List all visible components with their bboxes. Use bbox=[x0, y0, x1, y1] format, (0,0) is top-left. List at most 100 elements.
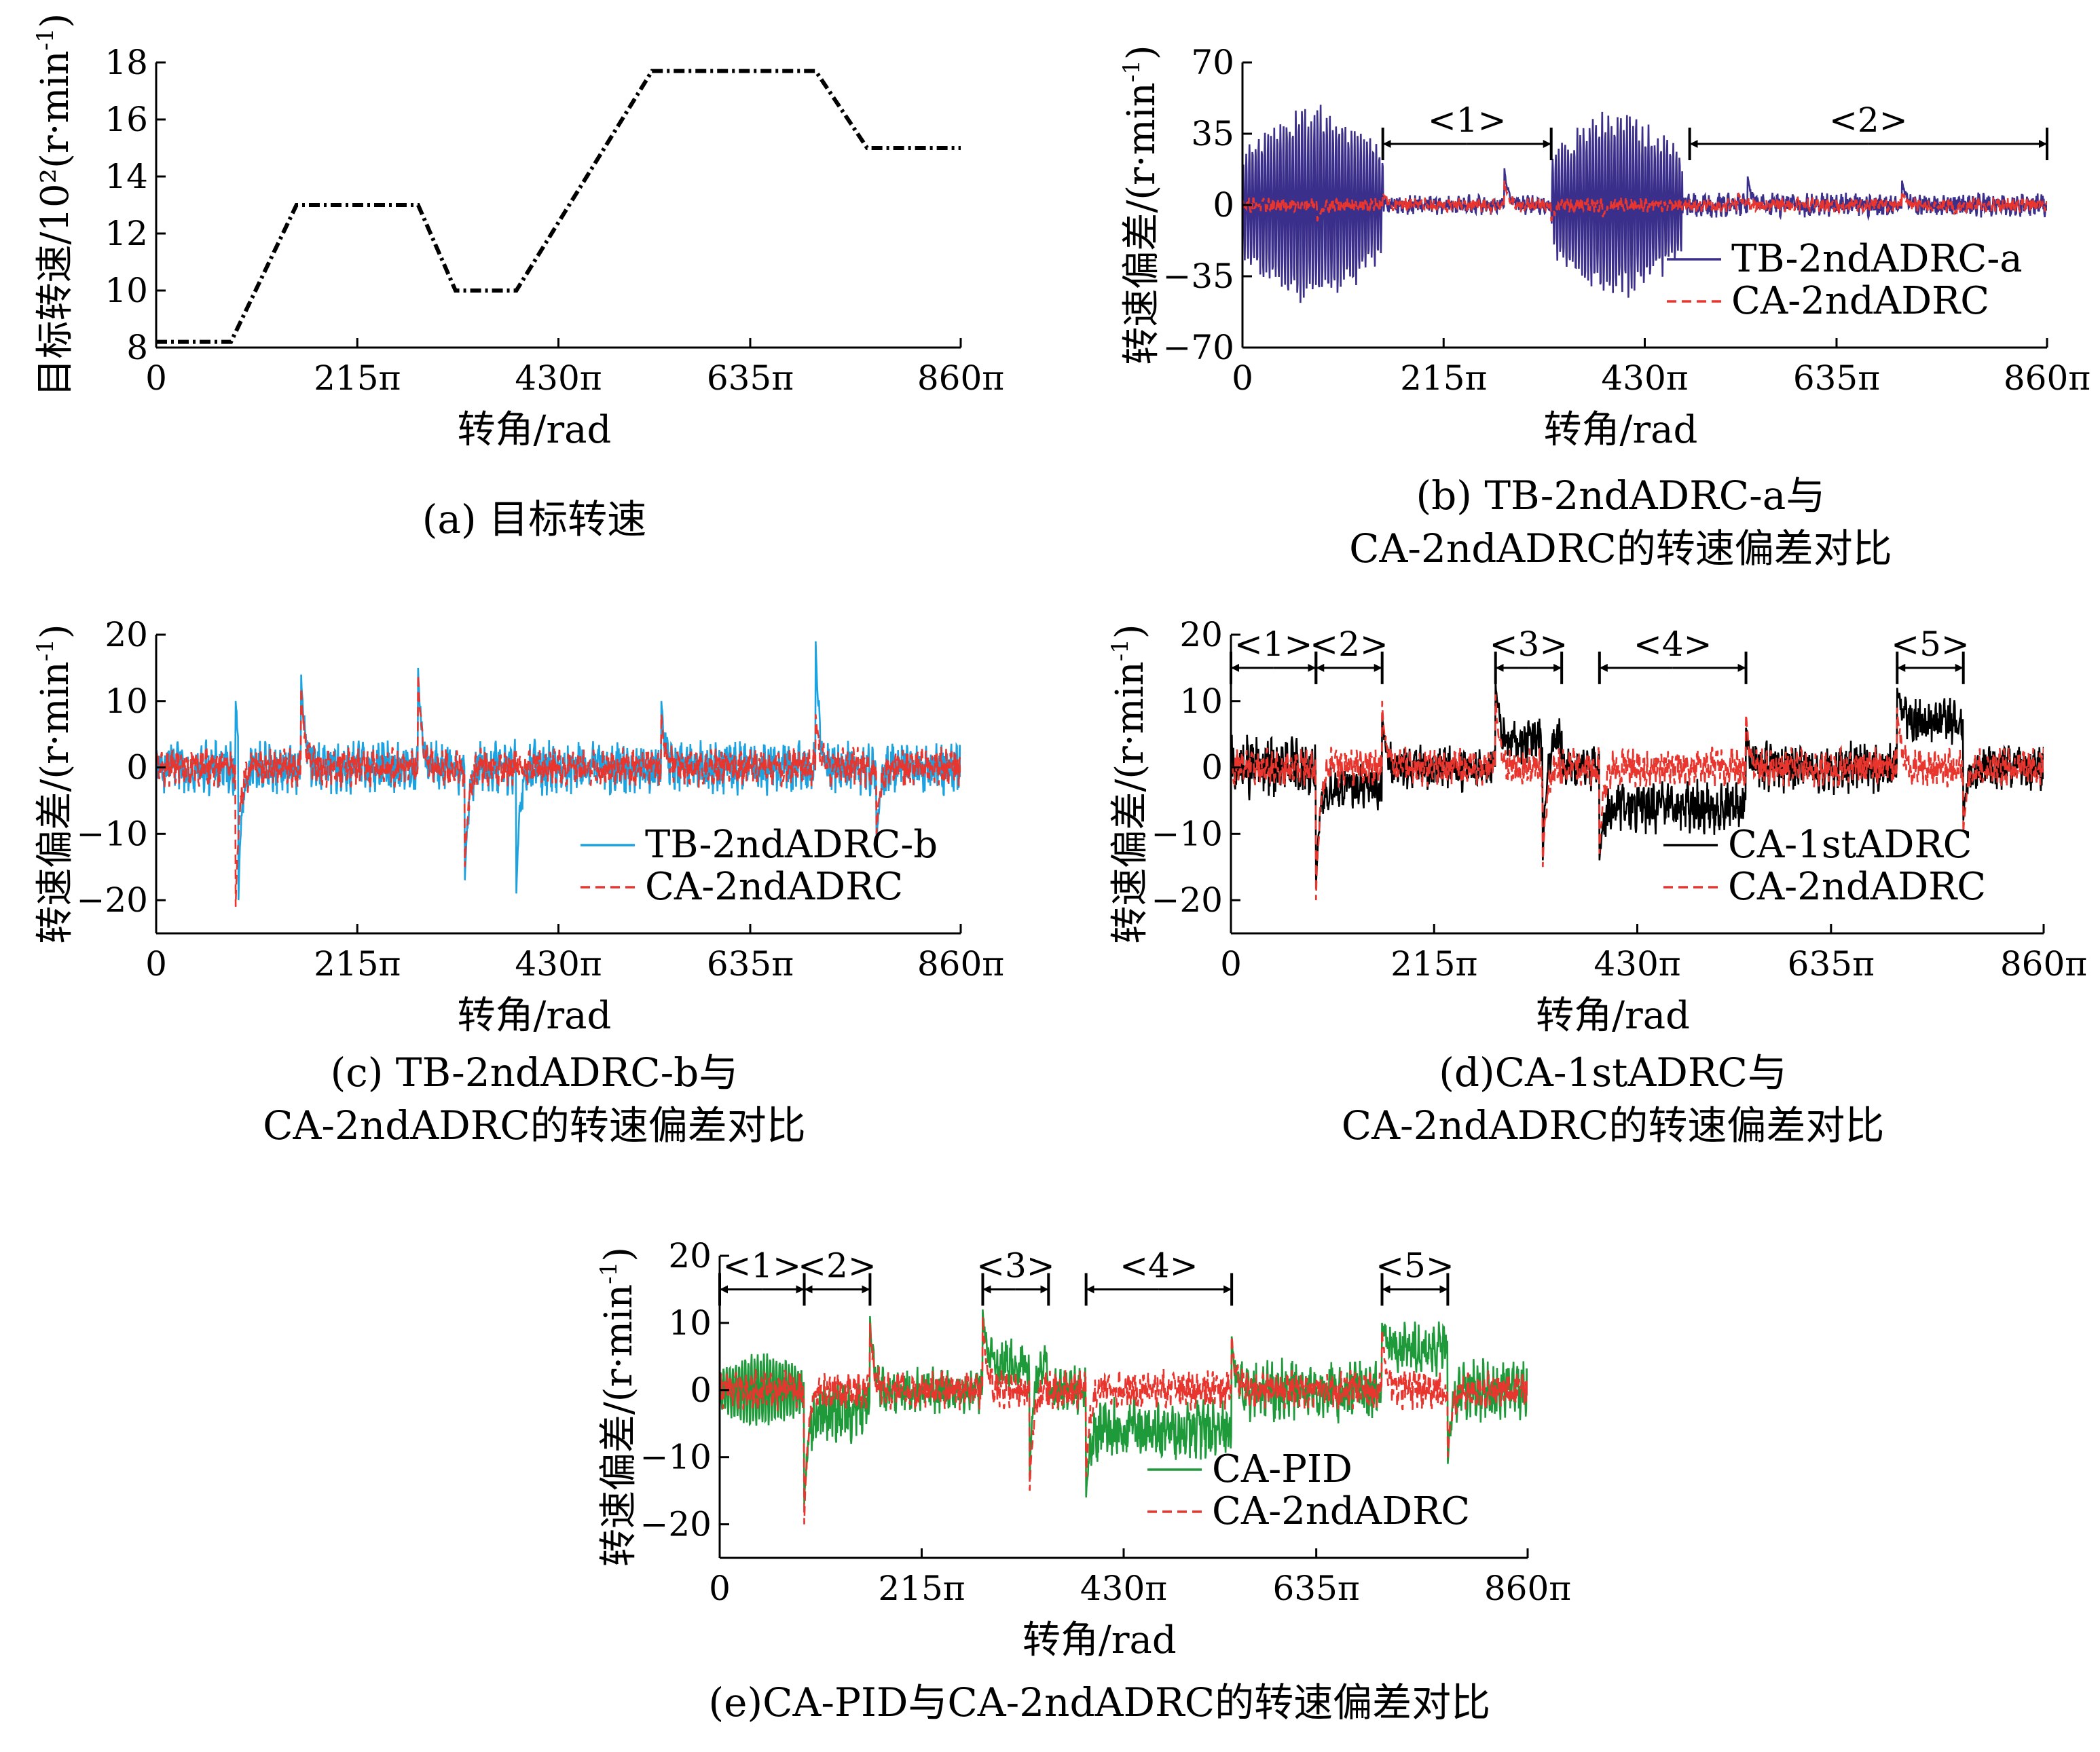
segment-annotation: <2> bbox=[1688, 100, 2048, 160]
x-tick-label: 215π bbox=[1400, 358, 1487, 398]
segment-annotation: <5> bbox=[1376, 1246, 1454, 1306]
segment-label: <4> bbox=[1120, 1246, 1198, 1285]
x-tick-label: 0 bbox=[145, 944, 167, 984]
x-tick-label: 0 bbox=[1220, 944, 1242, 984]
segment-annotation: <3> bbox=[1490, 625, 1568, 684]
x-axis-label: 转角/rad bbox=[458, 994, 612, 1038]
segment-label: <2> bbox=[1829, 100, 1908, 140]
x-tick-label: 635π bbox=[1793, 358, 1880, 398]
segment-label: <3> bbox=[1490, 625, 1568, 664]
segment-annotation: <3> bbox=[976, 1246, 1055, 1306]
panel-caption: (d)CA-1stADRC与 bbox=[1439, 1049, 1787, 1096]
y-tick-label: −20 bbox=[1151, 880, 1223, 920]
segment-label: <4> bbox=[1634, 625, 1712, 664]
x-tick-label: 430π bbox=[1594, 944, 1680, 984]
y-axis-label: 转速偏差/(r·min-1) bbox=[1107, 624, 1152, 944]
y-tick-label: 12 bbox=[105, 214, 148, 253]
series-line-tb-2ndadrc-a bbox=[1242, 105, 2047, 303]
x-tick-label: 0 bbox=[145, 358, 167, 398]
legend-label: CA-2ndADRC bbox=[1731, 279, 1989, 323]
legend-label: CA-2ndADRC bbox=[1728, 865, 1986, 909]
x-tick-label: 215π bbox=[878, 1569, 965, 1608]
segment-label: <3> bbox=[976, 1246, 1055, 1285]
y-tick-label: −10 bbox=[640, 1438, 712, 1477]
segment-annotation: <1> bbox=[718, 1246, 806, 1306]
x-tick-label: 860π bbox=[2000, 944, 2087, 984]
x-tick-label: 430π bbox=[1601, 358, 1688, 398]
y-tick-label: 8 bbox=[126, 328, 148, 367]
y-tick-label: 18 bbox=[105, 43, 148, 82]
x-axis-label: 转角/rad bbox=[1544, 408, 1698, 452]
y-axis-label: 转速偏差/(r·min-1) bbox=[595, 1247, 641, 1567]
y-tick-label: 10 bbox=[105, 682, 148, 721]
x-tick-label: 215π bbox=[1390, 944, 1477, 984]
y-tick-label: −70 bbox=[1162, 328, 1234, 367]
series-line-ca-pid bbox=[720, 1309, 1528, 1504]
segment-annotation: <1> bbox=[1230, 625, 1318, 684]
y-tick-label: −10 bbox=[76, 814, 148, 853]
panel-caption: (a) 目标转速 bbox=[422, 496, 646, 542]
x-tick-label: 860π bbox=[2004, 358, 2090, 398]
panel-caption: (e)CA-PID与CA-2ndADRC的转速偏差对比 bbox=[709, 1679, 1491, 1726]
x-axis-label: 转角/rad bbox=[1536, 994, 1690, 1038]
x-tick-label: 215π bbox=[314, 358, 401, 398]
panel-d: −20 −10 0 10 20 0 215π 430π 635π 860π 转角/rad 转速偏差/(… bbox=[1107, 615, 2087, 1149]
series-line-ca-2ndadrc bbox=[1242, 180, 2047, 222]
x-tick-label: 430π bbox=[515, 944, 602, 984]
y-tick-label: 10 bbox=[105, 271, 148, 310]
legend-label: CA-2ndADRC bbox=[1212, 1489, 1470, 1533]
series-line-ca-2ndadrc bbox=[1231, 694, 2044, 901]
series-line-tb-2ndadrc-b bbox=[156, 641, 961, 901]
x-tick-label: 430π bbox=[515, 358, 602, 398]
y-tick-label: −10 bbox=[1151, 814, 1223, 853]
segment-label: <1> bbox=[722, 1246, 801, 1285]
y-tick-label: 10 bbox=[668, 1303, 712, 1343]
legend-item: TB-2ndADRC-a bbox=[1667, 237, 2023, 281]
x-tick-label: 860π bbox=[917, 358, 1004, 398]
segment-annotation: <1> bbox=[1381, 100, 1553, 160]
y-axis-label: 目标转速/10²(r·min-1) bbox=[32, 13, 77, 396]
panels: 8 10 12 14 16 18 0 215π 430π 635π 860π 转角/rad 目标转速/1… bbox=[32, 13, 2090, 1726]
legend-label: TB-2ndADRC-b bbox=[645, 823, 938, 867]
legend-label: CA-1stADRC bbox=[1728, 823, 1972, 867]
legend-label: CA-2ndADRC bbox=[645, 865, 903, 909]
panel-b: −70 −35 0 35 70 0 215π 430π 635π 860π 转角/rad 转速偏差/(… bbox=[1118, 43, 2090, 572]
panel-caption: CA-2ndADRC的转速偏差对比 bbox=[1349, 525, 1892, 572]
x-tick-label: 635π bbox=[1273, 1569, 1360, 1608]
x-tick-label: 635π bbox=[1788, 944, 1875, 984]
y-tick-label: 35 bbox=[1191, 114, 1234, 153]
x-tick-label: 0 bbox=[1232, 358, 1253, 398]
legend-label: CA-PID bbox=[1212, 1447, 1352, 1491]
y-tick-label: 0 bbox=[690, 1371, 712, 1410]
legend-item: CA-2ndADRC bbox=[1147, 1489, 1470, 1533]
panel-caption: CA-2ndADRC的转速偏差对比 bbox=[263, 1102, 806, 1149]
y-tick-label: 20 bbox=[105, 615, 148, 654]
x-tick-label: 215π bbox=[314, 944, 401, 984]
segment-label: <2> bbox=[798, 1246, 877, 1285]
series-line-ca-2ndadrc bbox=[156, 674, 961, 907]
y-axis-label: 转速偏差/(r·min-1) bbox=[32, 624, 77, 944]
y-tick-label: −35 bbox=[1162, 257, 1234, 296]
y-tick-label: −20 bbox=[76, 880, 148, 920]
segment-annotation: <4> bbox=[1084, 1246, 1234, 1306]
x-axis-label: 转角/rad bbox=[458, 408, 612, 452]
y-tick-label: 0 bbox=[1201, 748, 1223, 787]
legend-item: CA-1stADRC bbox=[1663, 823, 1972, 867]
x-tick-label: 860π bbox=[1484, 1569, 1571, 1608]
segment-label: <5> bbox=[1891, 625, 1970, 664]
segment-annotation: <5> bbox=[1891, 625, 1970, 684]
panel-caption: (b) TB-2ndADRC-a与 bbox=[1416, 472, 1826, 519]
panel-a: 8 10 12 14 16 18 0 215π 430π 635π 860π 转角/rad 目标转速/1… bbox=[32, 13, 1004, 542]
legend-item: CA-PID bbox=[1147, 1447, 1352, 1491]
legend-item: CA-2ndADRC bbox=[581, 865, 903, 909]
legend-item: CA-2ndADRC bbox=[1663, 865, 1986, 909]
x-tick-label: 430π bbox=[1080, 1569, 1167, 1608]
legend-label: TB-2ndADRC-a bbox=[1731, 237, 2023, 281]
y-tick-label: 14 bbox=[105, 157, 148, 196]
legend-item: CA-2ndADRC bbox=[1667, 279, 1989, 323]
legend-item: TB-2ndADRC-b bbox=[581, 823, 938, 867]
panel-e: −20 −10 0 10 20 0 215π 430π 635π 860π 转角/rad 转速偏差/(… bbox=[595, 1236, 1571, 1726]
y-axis-label: 转速偏差/(r·min-1) bbox=[1118, 45, 1164, 365]
x-tick-label: 635π bbox=[707, 358, 794, 398]
